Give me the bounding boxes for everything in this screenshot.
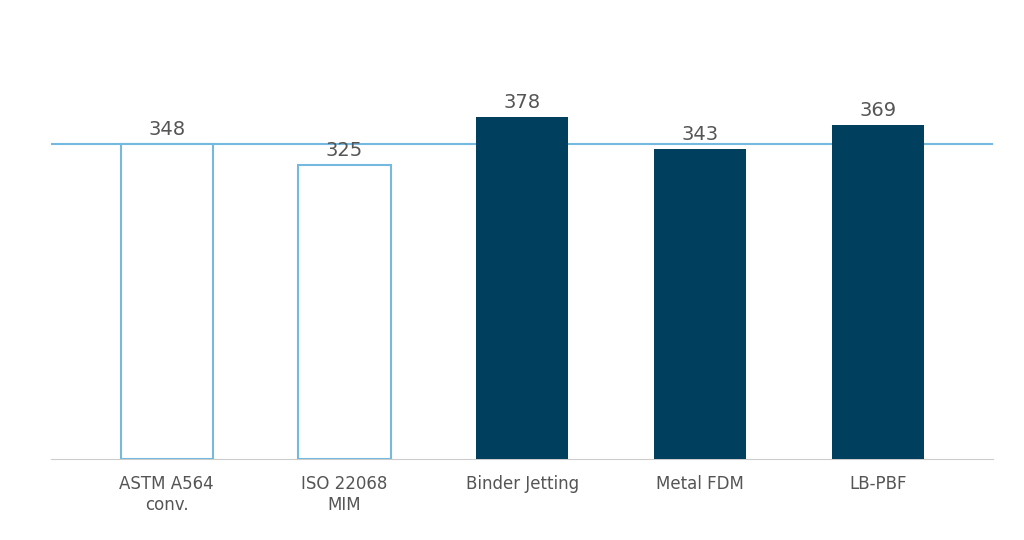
Bar bbox=[298, 165, 391, 459]
Text: 348: 348 bbox=[148, 120, 185, 139]
Text: 343: 343 bbox=[681, 125, 719, 144]
Text: 325: 325 bbox=[326, 141, 364, 160]
Bar bbox=[121, 144, 213, 459]
Text: 378: 378 bbox=[504, 93, 541, 112]
Bar bbox=[653, 149, 746, 459]
Bar bbox=[476, 117, 568, 459]
Bar bbox=[831, 125, 924, 459]
Text: 369: 369 bbox=[859, 101, 896, 120]
